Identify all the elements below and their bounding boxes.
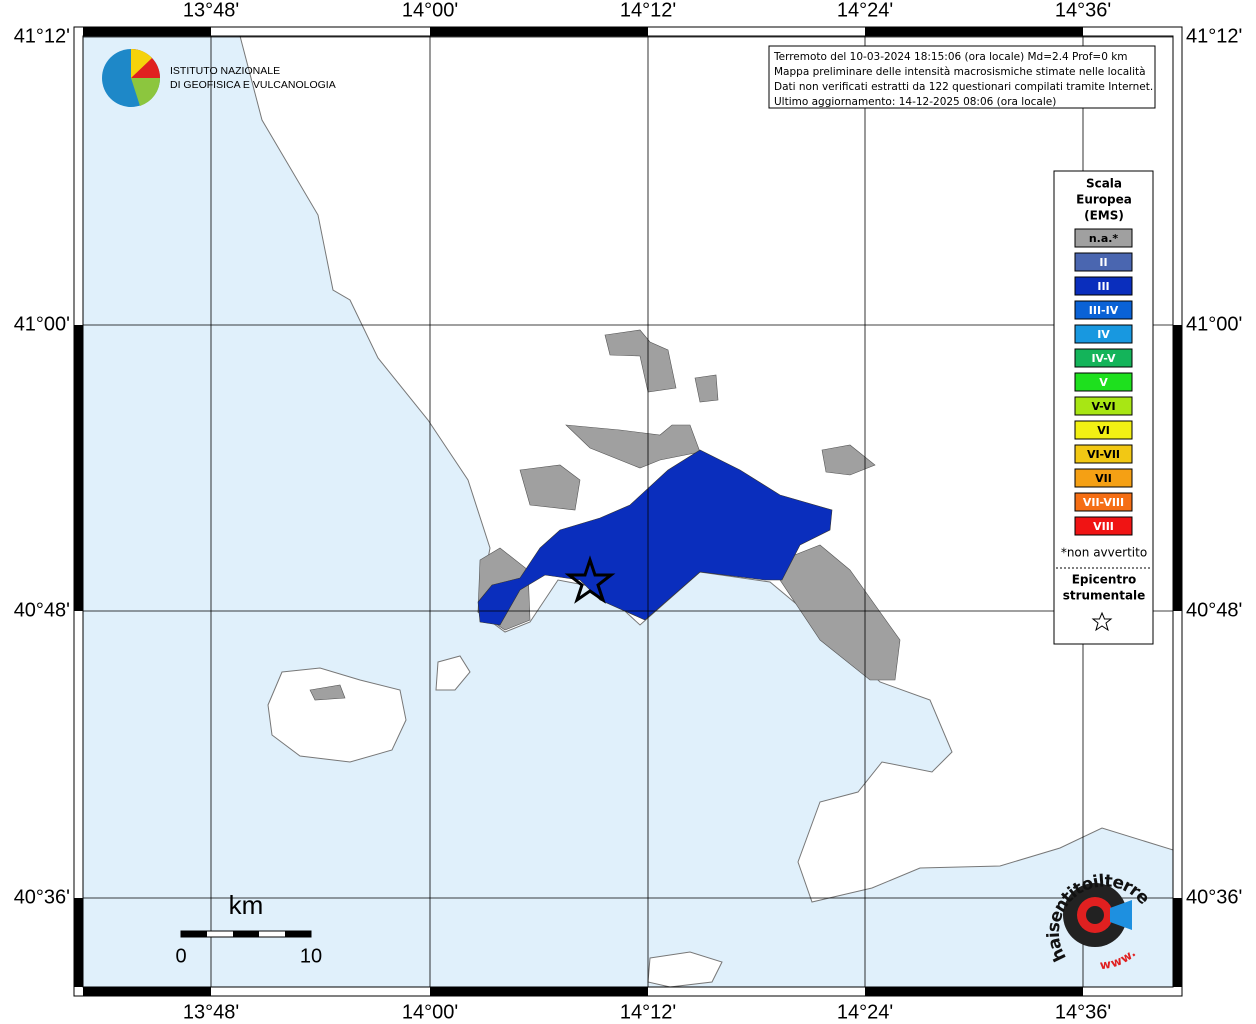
- legend-label: III-IV: [1089, 304, 1119, 317]
- legend-swatch: [1074, 396, 1133, 416]
- longitude-label: 14°12': [620, 0, 676, 21]
- info-line: Mappa preliminare delle intensità macros…: [774, 66, 1146, 78]
- longitude-label: 14°00': [402, 1001, 458, 1023]
- scale-unit: km: [229, 890, 264, 920]
- watermark-speaker: [1110, 900, 1132, 930]
- legend-swatch: [1074, 324, 1133, 344]
- legend-label: V: [1099, 376, 1108, 389]
- latitude-label: 40°36': [14, 886, 70, 908]
- legend-label: VI-VII: [1087, 448, 1120, 461]
- latitude-label: 40°48': [14, 599, 70, 621]
- longitude-label: 14°36': [1055, 1001, 1111, 1023]
- latitude-label: 41°12': [1186, 25, 1242, 47]
- legend-epicenter: Epicentro: [1072, 573, 1137, 587]
- legend-title: Europea: [1076, 193, 1132, 207]
- latitude-label: 41°00': [14, 313, 70, 335]
- scale-bar: km 0 10: [175, 890, 322, 967]
- epicenter-star: [564, 555, 616, 604]
- legend-swatch: [1074, 420, 1133, 440]
- legend-swatch: [1074, 516, 1133, 536]
- map-frame: [73, 26, 1183, 997]
- legend-label: IV: [1097, 328, 1110, 341]
- logo-segment: [131, 49, 152, 78]
- longitude-label: 13°48': [183, 1001, 239, 1023]
- scale-label: 10: [300, 945, 322, 967]
- scale-bar-segment: [233, 931, 259, 937]
- legend-label: VII: [1095, 472, 1112, 485]
- latitude-label: 41°00': [1186, 313, 1242, 335]
- legend-swatch: [1074, 300, 1133, 320]
- info-line: Terremoto del 10-03-2024 18:15:06 (ora l…: [773, 51, 1128, 63]
- legend-swatch: [1074, 372, 1133, 392]
- legend-note: *non avvertito: [1061, 546, 1147, 560]
- area-intensity-iii: [477, 449, 833, 626]
- legend-swatch: [1074, 252, 1133, 272]
- island-ischia: [267, 667, 407, 763]
- legend: Scala Europea (EMS) *non avvertito Epice…: [1053, 170, 1154, 645]
- legend-label: n.a.*: [1089, 232, 1119, 245]
- legend-title: Scala: [1086, 177, 1122, 191]
- longitude-label: 13°48': [183, 0, 239, 21]
- legend-label: III: [1097, 280, 1109, 293]
- legend-title: (EMS): [1084, 209, 1124, 223]
- logo-segment: [131, 78, 161, 106]
- scale-bar-segment: [181, 931, 207, 937]
- legend-swatch: [1074, 276, 1133, 296]
- legend-label: VII-VIII: [1083, 496, 1124, 509]
- axis-labels: 13°48' 13°48' 14°00' 14°00' 14°12' 14°12' 14°2…: [14, 0, 1243, 1023]
- legend-label: II: [1099, 256, 1107, 269]
- legend-label: V-VI: [1091, 400, 1115, 413]
- island-procida: [435, 655, 471, 691]
- legend-swatch: [1074, 492, 1133, 512]
- epicenter: [564, 555, 616, 604]
- longitude-label: 14°12': [620, 1001, 676, 1023]
- watermark-ring: [1086, 906, 1104, 924]
- ingv-logo: ISTITUTO NAZIONALE DI GEOFISICA E VULCAN…: [102, 49, 336, 107]
- info-line: Dati non verificati estratti da 122 ques…: [774, 81, 1153, 93]
- legend-epicenter: strumentale: [1063, 589, 1146, 603]
- legend-swatch: [1074, 468, 1133, 488]
- info-box: Terremoto del 10-03-2024 18:15:06 (ora l…: [768, 45, 1156, 109]
- legend-label: VIII: [1093, 520, 1114, 533]
- longitude-label: 14°24': [837, 0, 893, 21]
- area-not-felt: [309, 329, 901, 701]
- latitude-label: 40°48': [1186, 599, 1242, 621]
- legend-swatch: [1074, 444, 1133, 464]
- scale-label: 0: [175, 945, 186, 967]
- info-line: Ultimo aggiornamento: 14-12-2025 08:06 (…: [774, 96, 1056, 108]
- institute-name: ISTITUTO NAZIONALE: [170, 65, 280, 77]
- legend-star: [1091, 611, 1113, 632]
- longitude-label: 14°00': [402, 0, 458, 21]
- info-frame: [768, 45, 1156, 109]
- legend-swatch: [1074, 348, 1133, 368]
- scale-bar-segment: [285, 931, 311, 937]
- latitude-label: 40°36': [1186, 886, 1242, 908]
- latitude-label: 41°12': [14, 25, 70, 47]
- institute-name: DI GEOFISICA E VULCANOLOGIA: [170, 79, 336, 91]
- longitude-label: 14°36': [1055, 0, 1111, 21]
- longitude-label: 14°24': [837, 1001, 893, 1023]
- legend-swatch: [1074, 228, 1133, 248]
- legend-label: VI: [1097, 424, 1110, 437]
- legend-label: IV-V: [1091, 352, 1116, 365]
